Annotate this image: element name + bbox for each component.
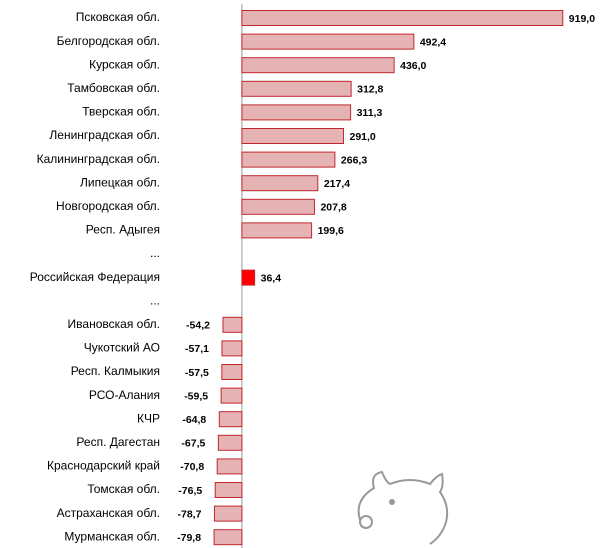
category-label: Респ. Дагестан [76,435,160,449]
value-label: -70,8 [180,461,204,473]
bar [220,387,243,404]
value-label: 919,0 [569,13,595,25]
category-label: Белгородская обл. [57,34,160,48]
bar [241,175,319,192]
value-label: -59,5 [184,390,208,402]
value-label: -76,5 [178,485,202,497]
value-label: 207,8 [320,202,346,214]
category-label: Тамбовская обл. [67,81,160,95]
category-label: ... [150,293,160,307]
value-label: -57,1 [185,343,209,355]
category-label: Калининградская обл. [37,152,160,166]
bar [241,269,256,286]
value-label: -79,8 [177,532,201,544]
bar [241,151,336,168]
category-label: Тверская обл. [82,105,160,119]
bar [214,482,243,498]
bar [218,411,243,428]
bar [241,198,315,215]
category-label: Курская обл. [89,57,160,71]
value-label: -78,7 [177,508,201,520]
value-label: 492,4 [420,36,446,48]
bar [241,222,313,239]
category-label: Мурманская обл. [64,529,160,543]
value-label: -64,8 [182,414,206,426]
category-label: КЧР [137,411,160,425]
value-label: 36,4 [261,272,282,284]
category-label: Ленинградская обл. [49,128,160,142]
pig-icon [357,470,449,545]
bar [221,340,243,357]
bar [213,529,243,546]
category-label: Новгородская обл. [56,199,160,213]
bar [221,364,243,380]
category-label: Астраханская обл. [57,506,160,520]
value-label: 291,0 [350,131,376,143]
category-label: РСО-Алания [89,388,160,402]
category-label: ... [150,246,160,260]
value-label: 199,6 [318,225,344,237]
value-label: 266,3 [341,154,367,166]
category-label: Ивановская обл. [68,317,160,331]
bar [222,316,243,333]
value-label: -67,5 [181,438,205,450]
category-label: Липецкая обл. [80,175,160,189]
category-label: Российская Федерация [30,270,160,284]
category-label: Респ. Адыгея [86,223,160,237]
bar [241,80,352,97]
bar [216,458,243,475]
bar [241,104,352,121]
bar [241,57,395,74]
category-label: Псковская обл. [76,10,160,24]
value-label: 436,0 [400,60,426,72]
value-label: 312,8 [357,84,383,96]
category-label: Респ. Калмыкия [71,364,160,378]
category-label: Краснодарский край [47,459,160,473]
value-label: 217,4 [324,178,350,190]
value-label: -54,2 [186,320,210,332]
bar [241,10,564,26]
bar [241,33,415,50]
bar [217,434,243,451]
value-label: -57,5 [185,367,209,379]
bar [213,505,243,522]
category-label: Томская обл. [87,482,160,496]
bar [241,128,345,144]
value-label: 311,3 [357,107,383,119]
category-label: Чукотский АО [84,341,160,355]
